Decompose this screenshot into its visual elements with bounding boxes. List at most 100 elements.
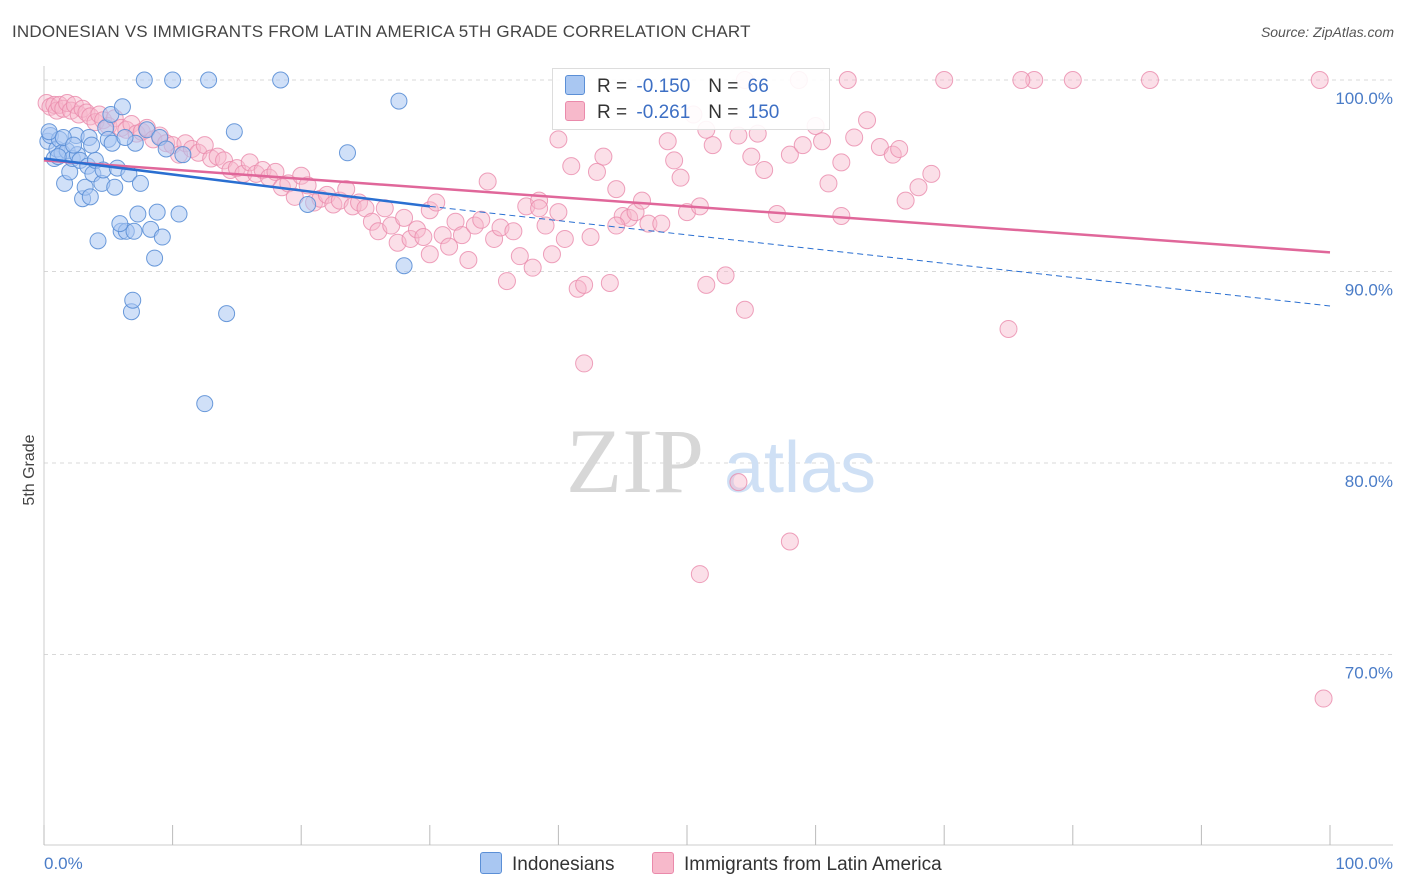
- data-point-latin-america: [433, 226, 452, 245]
- data-point-latin-america: [735, 300, 754, 319]
- legend-n-label: N =: [708, 76, 739, 97]
- data-point-indonesians: [299, 195, 317, 213]
- data-point-indonesians: [129, 205, 147, 223]
- data-point-latin-america: [285, 187, 304, 206]
- data-point-indonesians: [116, 128, 134, 146]
- data-point-indonesians: [338, 144, 356, 162]
- data-point-indonesians: [125, 222, 143, 240]
- data-point-indonesians: [138, 121, 156, 139]
- data-point-indonesians: [164, 71, 182, 89]
- data-point-latin-america: [1012, 71, 1031, 89]
- data-point-latin-america: [523, 258, 542, 277]
- data-point-latin-america: [575, 354, 594, 373]
- data-point-latin-america: [1025, 71, 1044, 89]
- data-point-latin-america: [549, 203, 568, 222]
- trend-line-indonesians-extrapolated: [429, 205, 1331, 307]
- legend-row-latin-america: R = -0.261 N = 150: [565, 101, 779, 125]
- data-point-latin-america: [504, 222, 523, 241]
- data-point-latin-america: [536, 216, 555, 235]
- data-point-latin-america: [1310, 71, 1329, 89]
- data-point-indonesians: [200, 71, 218, 89]
- data-point-latin-america: [665, 151, 684, 170]
- data-point-latin-america: [395, 208, 414, 227]
- legend-row-indonesians: R = -0.150 N = 66: [565, 75, 769, 99]
- legend-r-value: -0.261: [636, 102, 691, 123]
- tick-labels: 70.0% 80.0% 90.0% 100.0% 0.0% 100.0%: [44, 89, 1393, 873]
- data-point-latin-america: [452, 226, 471, 245]
- legend: R = -0.150 N = 66 R = -0.261 N = 150: [552, 68, 830, 130]
- data-point-indonesians: [153, 228, 171, 246]
- data-point-indonesians: [131, 174, 149, 192]
- data-point-indonesians: [218, 305, 236, 323]
- legend-n-value: 66: [747, 76, 769, 97]
- data-point-latin-america: [1063, 71, 1082, 89]
- bottom-legend-latin-america: Immigrants from Latin America: [652, 852, 942, 876]
- data-point-latin-america: [742, 147, 761, 166]
- data-point-indonesians: [124, 291, 142, 309]
- legend-r-label: R =: [597, 76, 628, 97]
- data-point-latin-america: [819, 174, 838, 193]
- data-point-latin-america: [581, 228, 600, 247]
- data-point-latin-america: [607, 216, 626, 235]
- data-point-indonesians: [148, 203, 166, 221]
- data-point-indonesians: [83, 136, 101, 154]
- data-point-latin-america: [575, 275, 594, 294]
- data-point-indonesians: [146, 249, 164, 267]
- data-point-indonesians: [272, 71, 290, 89]
- data-point-latin-america: [858, 111, 877, 130]
- y-tick-label: 80.0%: [1345, 472, 1393, 491]
- data-point-indonesians: [81, 188, 99, 206]
- data-point-indonesians: [111, 215, 129, 233]
- watermark: ZIP atlas: [566, 410, 876, 512]
- data-point-latin-america: [690, 565, 709, 584]
- data-point-latin-america: [935, 71, 954, 89]
- data-point-latin-america: [542, 245, 561, 264]
- data-point-latin-america: [729, 473, 748, 492]
- data-point-latin-america: [510, 247, 529, 266]
- trend-lines: [43, 157, 1331, 307]
- data-point-latin-america: [671, 168, 690, 187]
- data-point-latin-america: [703, 136, 722, 155]
- data-point-latin-america: [896, 191, 915, 210]
- data-point-latin-america: [497, 272, 516, 291]
- data-point-indonesians: [170, 205, 188, 223]
- data-point-latin-america: [407, 220, 426, 239]
- trend-line-indonesians: [43, 157, 430, 208]
- data-point-latin-america: [440, 237, 459, 256]
- legend-r-value: -0.150: [636, 76, 691, 97]
- axes: [43, 66, 1393, 846]
- data-point-latin-america: [472, 210, 491, 229]
- legend-swatch-blue: [565, 75, 585, 95]
- legend-swatch-pink: [565, 101, 585, 121]
- data-point-latin-america: [999, 319, 1018, 338]
- bottom-legend-label: Immigrants from Latin America: [684, 854, 942, 875]
- data-point-indonesians: [390, 92, 408, 110]
- x-tick-label: 100.0%: [1335, 854, 1393, 873]
- data-point-latin-america: [587, 162, 606, 181]
- data-point-latin-america: [838, 71, 857, 89]
- data-point-latin-america: [755, 161, 774, 180]
- data-point-latin-america: [1140, 71, 1159, 89]
- data-point-indonesians: [40, 123, 58, 141]
- data-point-latin-america: [793, 136, 812, 155]
- bottom-legend-label: Indonesians: [512, 854, 615, 875]
- legend-n-label: N =: [708, 102, 739, 123]
- data-point-indonesians: [395, 257, 413, 275]
- data-point-indonesians: [196, 395, 214, 413]
- data-point-indonesians: [225, 123, 243, 141]
- data-point-latin-america: [562, 157, 581, 176]
- x-tick-label: 0.0%: [44, 854, 83, 873]
- bottom-legend-swatch-pink: [652, 852, 674, 874]
- series-latin-america-points: [37, 71, 1333, 708]
- data-point-latin-america: [922, 164, 941, 183]
- data-point-latin-america: [632, 191, 651, 210]
- trend-line-latin-america: [43, 159, 1331, 254]
- data-point-latin-america: [607, 180, 626, 199]
- chart-source: Source: ZipAtlas.com: [1260, 24, 1394, 40]
- data-point-indonesians: [157, 140, 175, 158]
- y-tick-label: 90.0%: [1345, 281, 1393, 300]
- data-point-latin-america: [1314, 689, 1333, 708]
- data-point-latin-america: [780, 145, 799, 164]
- data-point-latin-america: [555, 229, 574, 248]
